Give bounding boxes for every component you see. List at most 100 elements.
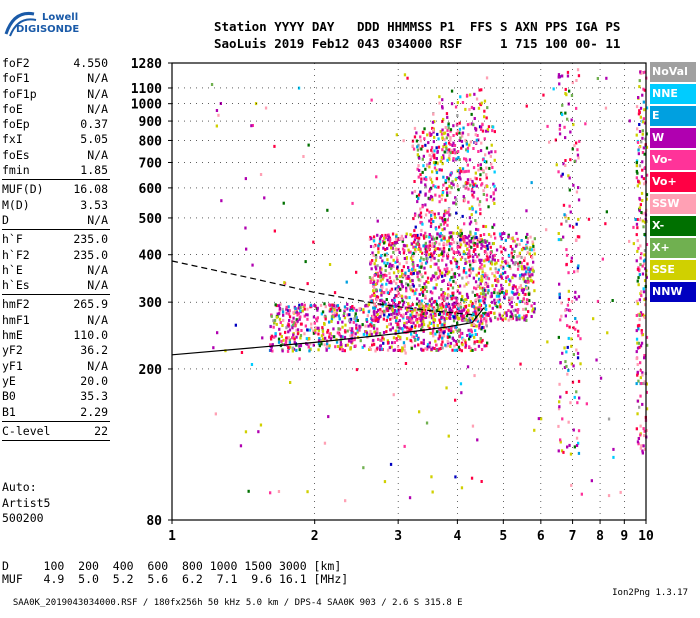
echo-point <box>386 339 389 343</box>
echo-point <box>565 390 568 394</box>
echo-point <box>569 130 572 134</box>
echo-point <box>527 280 530 284</box>
echo-point <box>429 265 432 269</box>
echo-point <box>321 326 324 330</box>
echo-point <box>372 235 376 239</box>
echo-point <box>585 402 588 406</box>
echo-point <box>640 341 644 345</box>
echo-point <box>414 331 417 335</box>
echo-point <box>379 279 382 283</box>
echo-point <box>489 267 492 271</box>
echo-point <box>455 299 458 303</box>
echo-point <box>378 332 382 335</box>
legend-item: SSE <box>650 260 696 280</box>
echo-point <box>422 154 425 158</box>
echo-point <box>424 312 427 316</box>
echo-point <box>287 323 290 327</box>
echo-point <box>448 242 451 246</box>
param-separator <box>2 294 110 296</box>
echo-point <box>448 207 451 211</box>
y-tick-label: 600 <box>139 182 163 197</box>
echo-point <box>366 314 369 318</box>
echo-point <box>526 240 529 244</box>
echo-point <box>436 132 439 136</box>
echo-point <box>444 141 447 145</box>
echo-point <box>428 197 431 201</box>
echo-point <box>411 191 414 195</box>
echo-point <box>636 412 639 416</box>
echo-point <box>419 279 422 283</box>
echo-point <box>457 188 460 192</box>
echo-point <box>489 319 492 323</box>
echo-point <box>281 324 284 327</box>
echo-point <box>468 345 471 349</box>
y-tick-label: 800 <box>139 134 163 149</box>
echo-point <box>606 331 609 335</box>
echo-point <box>336 304 339 308</box>
echo-point <box>458 348 461 352</box>
echo-point <box>491 129 494 133</box>
echo-point <box>558 296 561 300</box>
echo-point <box>474 259 477 263</box>
echo-point <box>408 328 411 332</box>
echo-point <box>471 302 474 306</box>
echo-point <box>425 178 428 182</box>
echo-point <box>431 126 434 130</box>
echo-point <box>448 213 451 217</box>
echo-point <box>372 326 376 330</box>
echo-point <box>447 287 450 291</box>
echo-point <box>514 308 517 312</box>
echo-point <box>447 281 451 285</box>
echo-point <box>449 341 453 345</box>
echo-point <box>388 240 391 244</box>
echo-point <box>430 304 433 308</box>
echo-point <box>474 128 478 132</box>
echo-point <box>304 260 307 264</box>
echo-point <box>413 335 416 339</box>
echo-point <box>521 291 525 294</box>
echo-point <box>431 120 435 124</box>
echo-point <box>448 154 451 158</box>
x-tick-label: 8 <box>596 529 604 544</box>
echo-point <box>441 258 444 262</box>
echo-point <box>561 113 564 117</box>
echo-point <box>472 305 475 309</box>
echo-point <box>316 308 319 312</box>
echo-point <box>380 338 383 342</box>
echo-point <box>445 305 448 308</box>
echo-point <box>512 309 515 313</box>
echo-point <box>433 215 437 219</box>
echo-point <box>263 196 266 200</box>
x-tick-label: 5 <box>499 529 507 544</box>
echo-point <box>639 263 642 267</box>
echo-point <box>438 194 441 198</box>
echo-point <box>294 321 297 325</box>
echo-point <box>485 166 488 170</box>
echo-point <box>393 304 396 308</box>
echo-point <box>493 301 497 305</box>
echo-point <box>443 292 447 296</box>
echo-point <box>486 244 489 248</box>
y-tick-label: 400 <box>139 249 163 264</box>
echo-point <box>516 310 519 314</box>
echo-point <box>479 265 482 269</box>
param-value: N/A <box>87 278 108 293</box>
echo-point <box>468 268 471 272</box>
echo-point <box>386 309 389 313</box>
echo-point <box>278 317 282 321</box>
echo-point <box>645 197 648 201</box>
echo-point <box>467 169 470 173</box>
echo-point <box>431 198 434 202</box>
echo-point <box>512 284 515 288</box>
echo-point <box>288 319 291 322</box>
echo-point <box>293 337 296 341</box>
echo-point <box>210 83 214 86</box>
echo-point <box>406 76 409 80</box>
echo-point <box>407 248 410 252</box>
echo-point <box>514 292 518 296</box>
param-value: 22 <box>94 423 108 438</box>
param-separator <box>2 420 110 422</box>
echo-point <box>326 330 329 334</box>
echo-point <box>322 333 325 337</box>
echo-point <box>502 246 505 250</box>
